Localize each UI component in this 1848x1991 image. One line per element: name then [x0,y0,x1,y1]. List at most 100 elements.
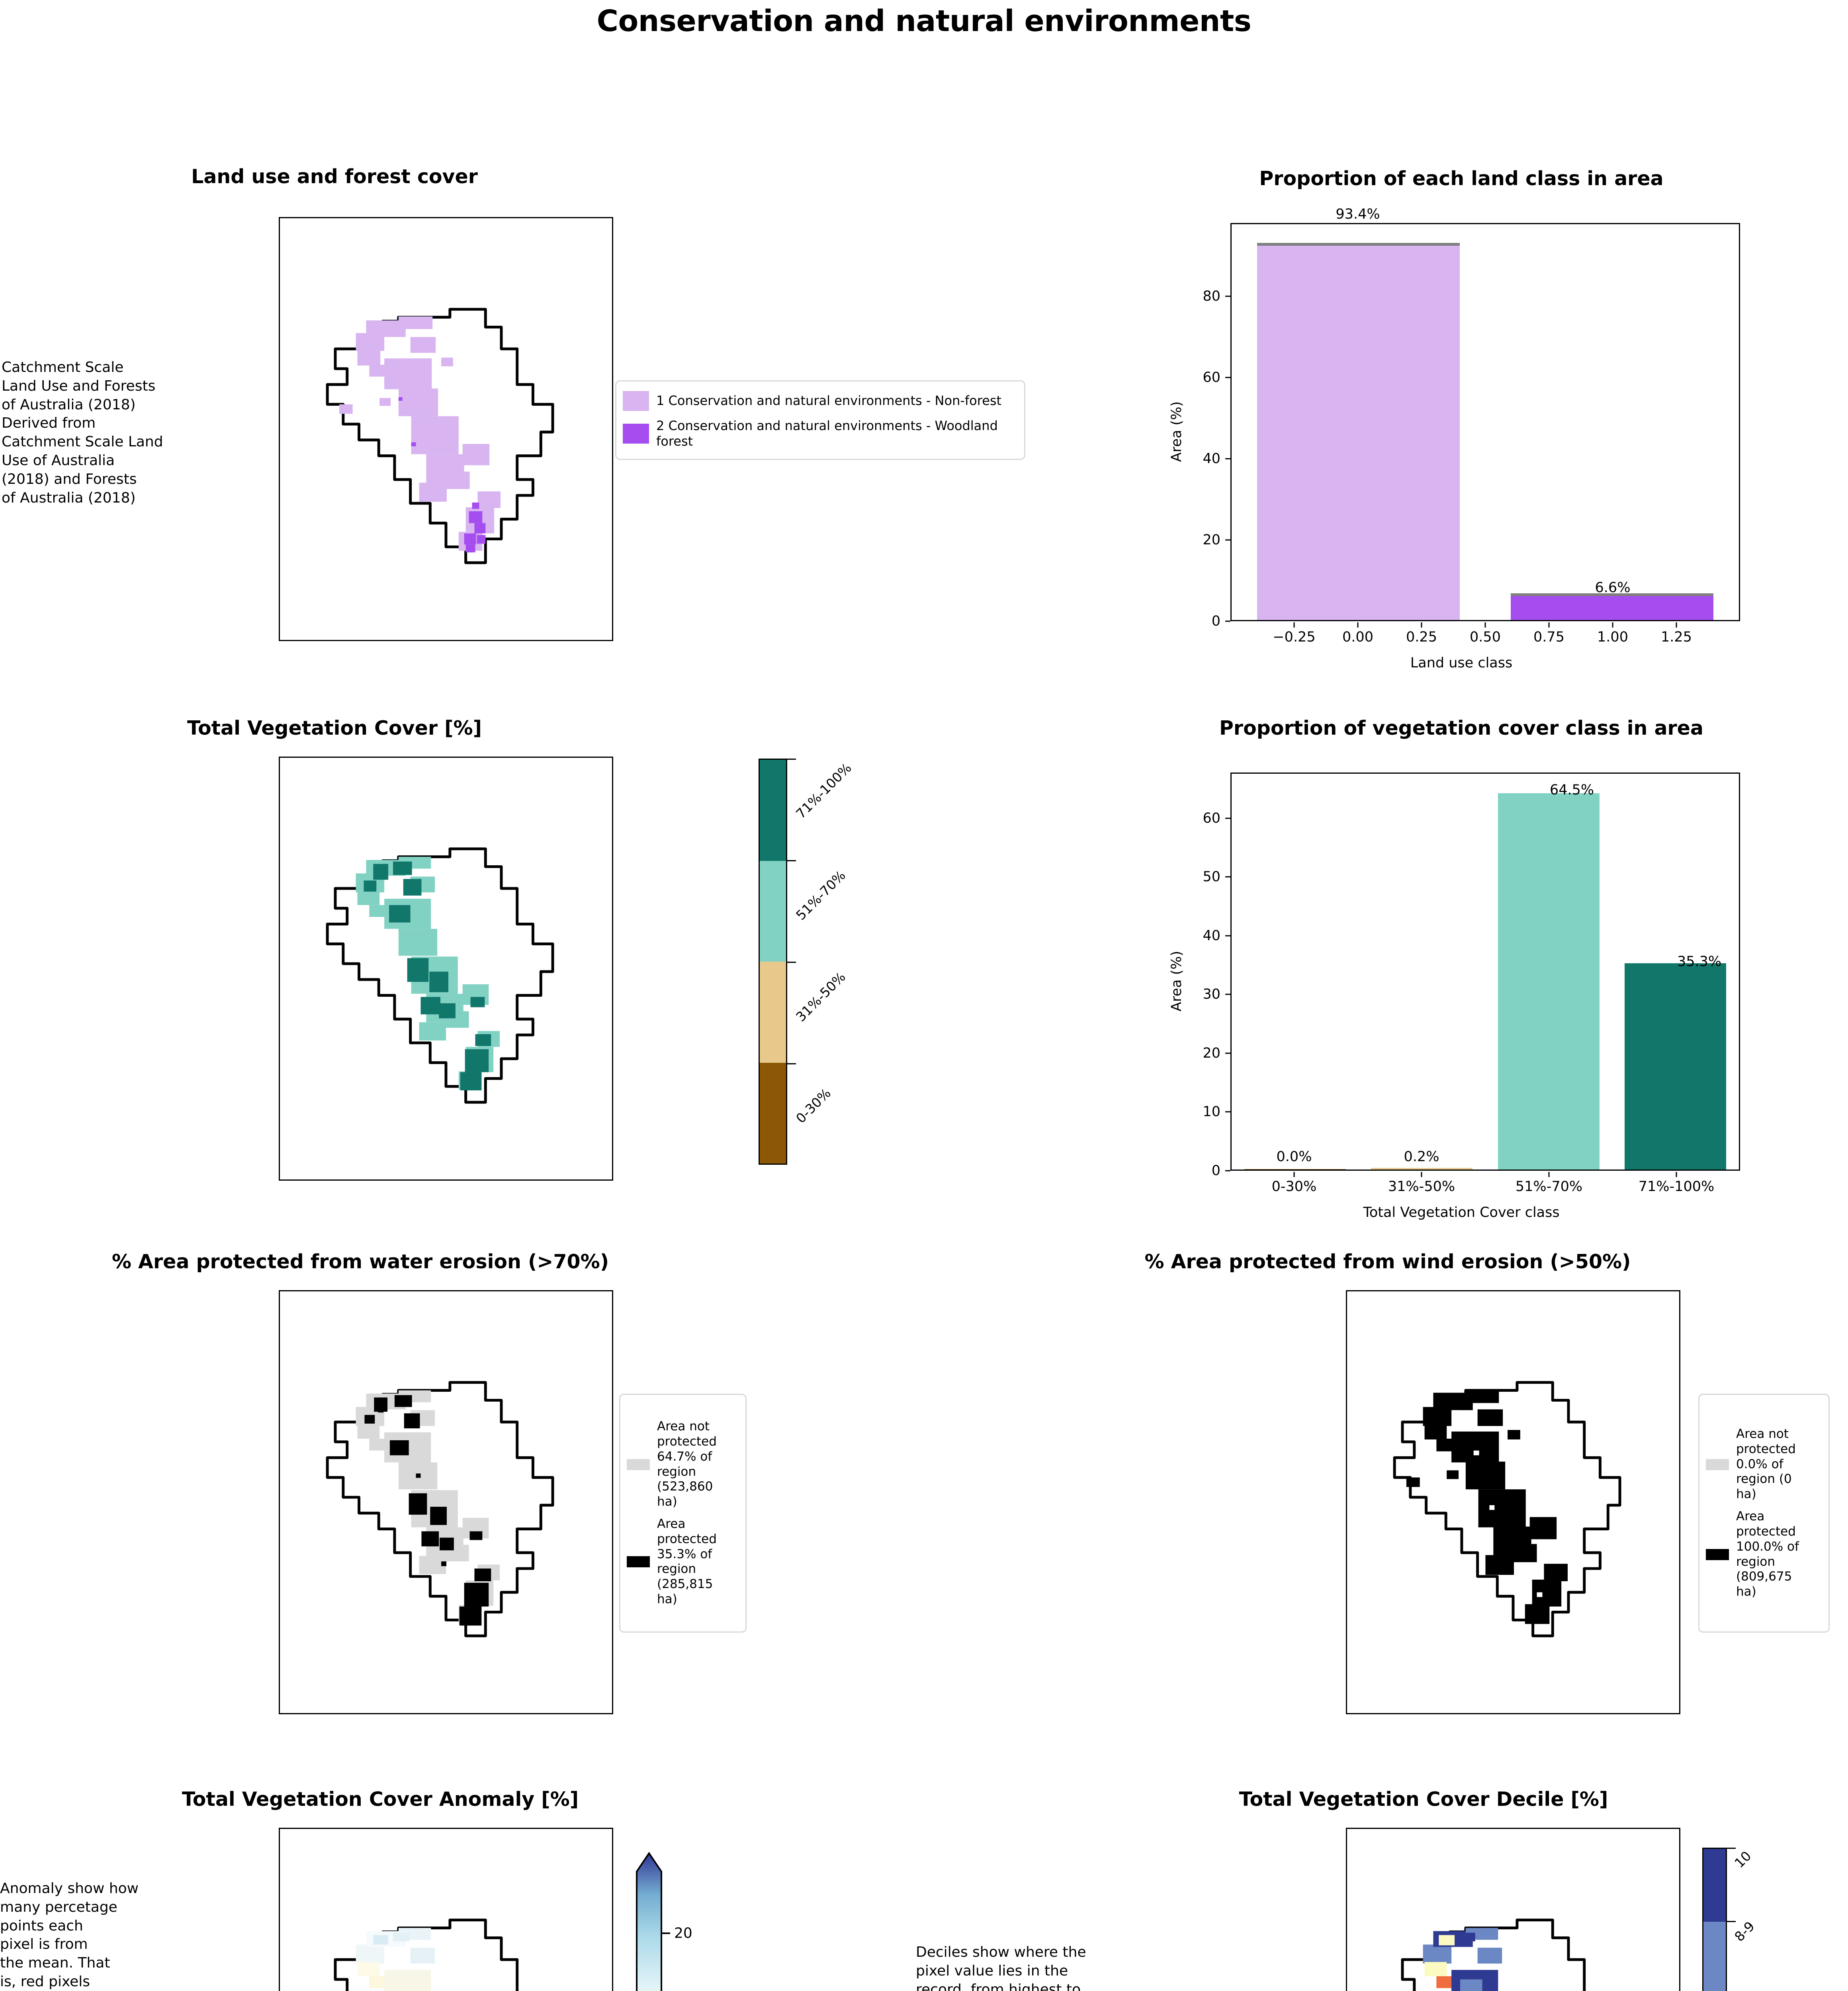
anomaly-colorbar-graphic [636,1852,670,1991]
bar-vegclass-2 [1371,1168,1473,1170]
bar-value-label: 93.4% [1336,206,1380,222]
xaxis-label: Total Vegetation Cover class [1363,1205,1560,1220]
anomaly-map[interactable] [279,1828,613,1991]
colorbar-tick [1727,1921,1736,1922]
vegclass-bar-chart[interactable]: 0.0% 0.2% 64.5% 35.3% 0 10 20 30 40 50 6… [1147,765,1776,1220]
anomaly-colorbar[interactable]: 20 10 0 −10 −20 [631,1848,699,1991]
legend-item-label: Area not protected 64.7% of region (523,… [657,1419,717,1509]
plot-area [1230,223,1740,621]
colorbar-label: 51%-70% [793,867,849,923]
colorbar-tick [787,759,796,760]
ytick-mark [1225,620,1230,622]
ytick-label: 0 [1211,613,1220,629]
ytick-label: 60 [1203,370,1220,385]
ytick-label: 20 [1203,532,1220,548]
landuse-legend[interactable]: 1 Conservation and natural environments … [615,380,1025,460]
colorbar-tick [787,962,796,963]
xtick-label: 0.00 [1342,629,1373,645]
xtick-label: 31%-50% [1388,1179,1455,1195]
colorbar-label: 10 [1731,1848,1754,1871]
water-erosion-legend[interactable]: Area not protected 64.7% of region (523,… [619,1394,747,1633]
ytick-label: 10 [1203,1104,1220,1120]
colorbar-tick [787,1063,796,1064]
ytick-label: 60 [1203,810,1220,826]
ytick-mark [1225,876,1230,878]
vegcover-colorbar[interactable] [759,759,787,1165]
landuse-map[interactable] [279,217,613,641]
xtick-label: 0.25 [1406,629,1437,645]
legend-item: Area protected 100.0% of region (809,675… [1706,1509,1822,1600]
xtick-mark [1421,622,1422,628]
colorbar-segment [760,962,786,1063]
xtick-label: −0.25 [1273,629,1316,645]
xtick-mark [1676,622,1677,628]
colorbar-tick [1727,1848,1736,1849]
water-erosion-map-title: % Area protected from water erosion (>70… [111,1250,609,1273]
protected-swatch-icon [1706,1549,1729,1560]
xtick-mark [1548,622,1550,628]
ytick-label: 80 [1203,288,1220,304]
water-erosion-map[interactable] [279,1290,613,1714]
bar-cap [1510,593,1714,597]
xtick-label: 0-30% [1271,1179,1317,1195]
xtick-label: 1.25 [1661,629,1692,645]
yaxis-label: Area (%) [1169,951,1185,1011]
ytick-mark [1225,377,1230,378]
colorbar-tick-label: 20 [674,1925,692,1942]
ytick-label: 40 [1203,928,1220,944]
bar-vegclass-3 [1498,793,1600,1170]
decile-colorbar[interactable] [1702,1848,1727,1991]
xtick-label: 1.00 [1597,629,1628,645]
ytick-mark [1225,539,1230,541]
wind-erosion-map-title: % Area protected from wind erosion (>50%… [1144,1250,1631,1273]
colorbar-segment [1703,1849,1726,1922]
bar-landclass-2 [1510,593,1714,620]
plot-area [1230,773,1740,1171]
colorbar-label: 31%-50% [793,969,849,1025]
decile-map[interactable] [1346,1828,1680,1991]
decile-map-graphic [1401,1919,1586,1991]
colorbar-tick [787,860,796,861]
decile-side-note: Deciles show where the pixel value lies … [916,1944,1086,1991]
ytick-mark [1225,1111,1230,1113]
ytick-label: 0 [1211,1163,1220,1179]
wind-erosion-legend[interactable]: Area not protected 0.0% of region (0 ha)… [1698,1394,1830,1633]
bar-vegclass-4 [1625,963,1727,1170]
landclass-chart-title: Proportion of each land class in area [1259,167,1664,190]
bar-vegclass-1 [1244,1169,1346,1170]
xaxis-label: Land use class [1410,655,1513,671]
bar-value-label: 35.3% [1677,954,1722,970]
legend-item-label: 1 Conservation and natural environments … [656,393,1002,409]
yaxis-label: Area (%) [1169,401,1185,462]
bar-value-label: 0.2% [1404,1149,1439,1165]
anomaly-side-note: Anomaly show how many percetage points e… [0,1880,139,1990]
bar-value-label: 6.6% [1595,580,1631,596]
ytick-mark [1225,935,1230,937]
legend-item-label: Area protected 100.0% of region (809,675… [1736,1509,1799,1599]
landclass-bar-chart[interactable]: 93.4% 6.6% 0 20 40 60 80 −0.25 0.00 0.25… [1147,206,1776,671]
colorbar-segment [760,861,786,962]
ytick-mark [1225,818,1230,819]
decile-map-title: Total Vegetation Cover Decile [%] [1239,1788,1608,1811]
legend-item: 2 Conservation and natural environments … [623,418,1018,449]
wind-erosion-map-graphic [1393,1381,1621,1637]
xtick-mark [1293,1172,1295,1177]
bar-landclass-1 [1257,243,1460,620]
landuse-map-graphic [326,308,554,564]
ytick-label: 20 [1203,1045,1220,1061]
ytick-label: 30 [1203,986,1220,1002]
colorbar-segment [760,1062,786,1164]
bar-value-label: 0.0% [1276,1149,1312,1165]
landuse-map-title: Land use and forest cover [191,165,478,188]
vegcover-map[interactable] [279,757,613,1181]
ytick-label: 40 [1203,451,1220,467]
anomaly-map-graphic [334,1919,519,1991]
ytick-mark [1225,1052,1230,1054]
legend-item: Area not protected 64.7% of region (523,… [627,1419,739,1510]
xtick-label: 0.75 [1533,629,1564,645]
xtick-mark [1612,622,1613,628]
xtick-label: 0.50 [1470,629,1501,645]
legend-item: 1 Conservation and natural environments … [623,391,1018,411]
anomaly-map-title: Total Vegetation Cover Anomaly [%] [182,1788,579,1811]
wind-erosion-map[interactable] [1346,1290,1680,1714]
